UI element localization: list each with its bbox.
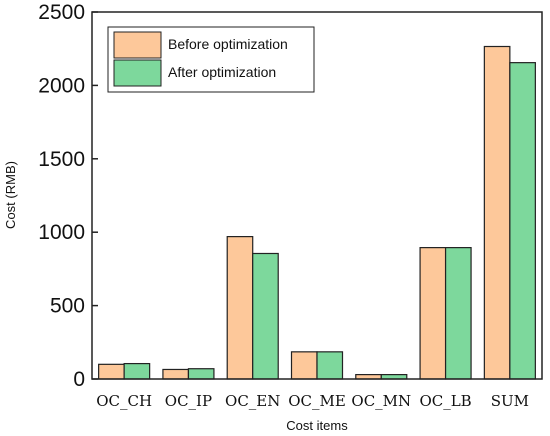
bar-after-oc-en [252, 252, 279, 380]
bar-after-oc-ip [187, 368, 215, 380]
bar-before-sum [483, 45, 511, 380]
plot-frame [91, 11, 543, 380]
x-tick-label: OC_CH [96, 392, 152, 410]
y-tick-label: 1500 [38, 148, 85, 171]
x-tick-label: OC_ME [288, 392, 346, 410]
bar-before-oc-ch [98, 363, 125, 380]
bar-after-oc-lb [444, 247, 472, 380]
bar-before-oc-me [290, 351, 318, 380]
x-tick-label: OC_MN [351, 392, 411, 410]
bar-before-oc-lb [419, 247, 447, 380]
x-axis-ticks: OC_CH OC_IP OC_EN OC_ME OC_MN OC_LB SUM [96, 392, 529, 410]
y-tick-label: 1000 [38, 221, 85, 244]
bar-after-oc-ch [123, 362, 151, 380]
legend-label-before: Before optimization [168, 36, 288, 52]
y-tick-label: 2500 [38, 1, 85, 24]
x-axis-title: Cost items [286, 418, 348, 433]
y-axis-ticks: 0 500 1000 1500 2000 2500 [38, 1, 98, 391]
x-tick-label: SUM [491, 392, 529, 410]
y-tick-label: 2000 [38, 74, 85, 97]
x-tick-label: OC_EN [225, 392, 280, 410]
legend-label-after: After optimization [168, 64, 276, 80]
legend: Before optimization After optimization [107, 26, 315, 93]
y-tick-label: 500 [50, 295, 85, 318]
bar-after-sum [509, 62, 536, 380]
bar-before-oc-ip [162, 368, 190, 380]
x-tick-label: OC_LB [419, 392, 471, 410]
x-tick-label: OC_IP [165, 392, 212, 410]
legend-swatch-after [113, 59, 162, 87]
bar-before-oc-en [226, 236, 254, 380]
bar-after-oc-me [316, 351, 344, 380]
bars-group [98, 45, 536, 380]
y-tick-label: 0 [73, 368, 85, 391]
legend-swatch-before [113, 31, 162, 59]
y-axis-title: Cost (RMB) [3, 161, 18, 229]
